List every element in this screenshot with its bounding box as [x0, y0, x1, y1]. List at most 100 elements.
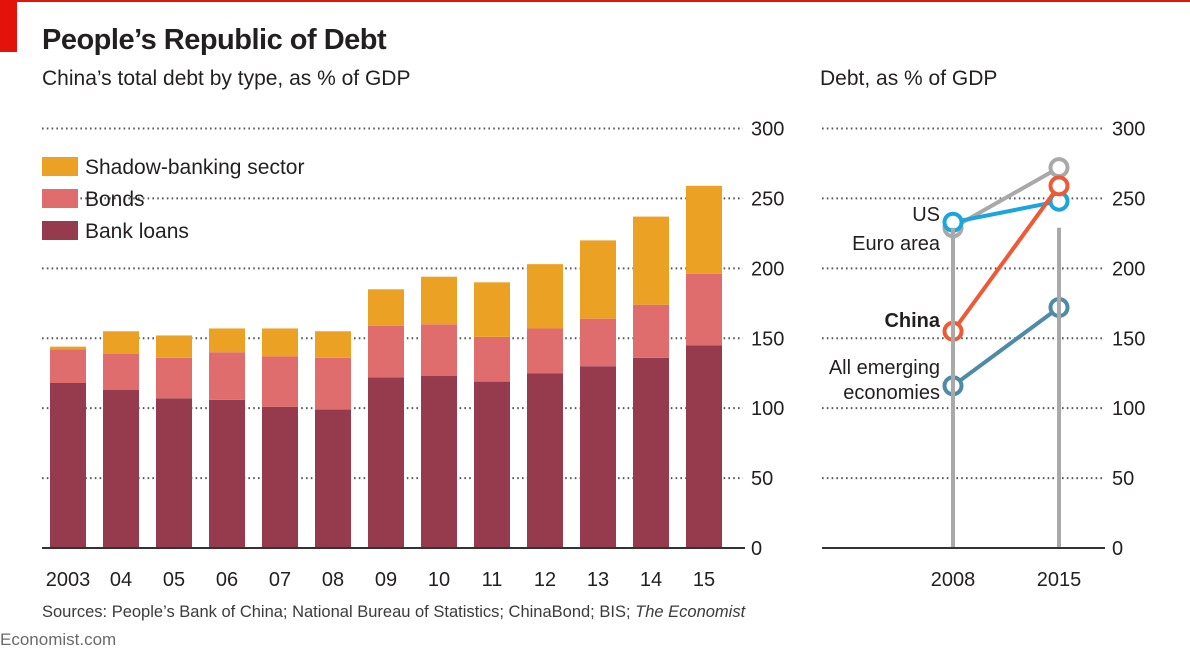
x-tick-label: 11	[482, 569, 503, 591]
legend-swatch	[42, 157, 78, 176]
bar-segment-shadow-banking-sector	[368, 289, 404, 326]
chart-title: People’s Republic of Debt	[42, 24, 387, 56]
bar-segment-bonds	[474, 336, 510, 382]
y-tick-label: 200	[1112, 258, 1145, 280]
sources-text: Sources: People’s Bank of China; Nationa…	[42, 603, 636, 621]
right-lines: US Euro area China All emerging economies	[829, 157, 1070, 404]
bar-segment-bonds	[156, 357, 192, 399]
x-tick-label: 15	[693, 569, 715, 591]
right-gridlines	[822, 127, 1103, 480]
bar-segment-bank-loans	[633, 357, 669, 548]
x-tick-label: 05	[163, 569, 185, 591]
x-tick-label: 13	[587, 569, 609, 591]
y-tick-label: 150	[1112, 328, 1145, 350]
bar-segment-bonds	[50, 349, 86, 383]
series-label: China	[884, 310, 940, 332]
y-tick-label: 100	[751, 398, 784, 420]
legend-swatch	[42, 221, 78, 240]
x-tick-label: 06	[216, 569, 238, 591]
bar-segment-shadow-banking-sector	[421, 276, 457, 325]
right-axis: 0 50 100 150 200 250 300 2008 2015	[822, 119, 1145, 591]
bar-segment-bonds	[421, 324, 457, 377]
legend-swatch	[42, 189, 78, 208]
y-tick-label: 0	[1112, 538, 1123, 560]
x-tick-label: 08	[322, 569, 344, 591]
legend-label: Bank loans	[85, 220, 189, 243]
bar-segment-bank-loans	[315, 409, 351, 548]
series-line-china	[951, 184, 1061, 333]
series-line-all-emerging-economies	[951, 305, 1061, 388]
x-tick-label: 07	[269, 569, 291, 591]
y-tick-label: 150	[751, 328, 784, 350]
left-chart-subtitle: China’s total debt by type, as % of GDP	[42, 67, 411, 90]
bar-segment-bonds	[633, 304, 669, 358]
series-marker-euro-area	[1048, 157, 1070, 179]
bar-segment-bank-loans	[527, 373, 563, 548]
bar-segment-bonds	[103, 353, 139, 390]
bar-segment-bonds	[527, 328, 563, 374]
bar-segment-bank-loans	[421, 376, 457, 548]
bar-segment-shadow-banking-sector	[156, 335, 192, 358]
y-tick-label: 50	[1112, 468, 1134, 490]
x-tick-label: 04	[110, 569, 132, 591]
x-tick-label: 12	[534, 569, 556, 591]
bar-segment-shadow-banking-sector	[315, 331, 351, 358]
bar-segment-bank-loans	[156, 398, 192, 548]
sources-italic: The Economist	[635, 603, 746, 621]
bar-segment-bonds	[262, 356, 298, 407]
bar-segment-bank-loans	[580, 366, 616, 548]
bar-segment-bank-loans	[368, 377, 404, 548]
brand-red-tag	[0, 0, 17, 52]
bar-segment-bank-loans	[686, 345, 722, 548]
brand-footer: Economist.com	[0, 630, 117, 649]
bar-segment-bank-loans	[103, 389, 139, 548]
y-tick-label: 300	[1112, 119, 1145, 141]
bar-segment-shadow-banking-sector	[209, 328, 245, 353]
y-tick-label: 50	[751, 468, 773, 490]
bar-segment-bonds	[315, 357, 351, 410]
left-axis: 0 50 100 150 200 250 300 2003 04 05 06 07 08 09 10 11 12…	[42, 119, 784, 591]
y-tick-label: 0	[751, 538, 762, 560]
bar-segment-shadow-banking-sector	[262, 328, 298, 357]
x-tick-label: 09	[375, 569, 397, 591]
series-label: economies	[843, 382, 940, 404]
bar-segment-bonds	[580, 318, 616, 367]
x-tick-label: 2008	[931, 569, 976, 591]
x-tick-label: 14	[640, 569, 662, 591]
y-tick-label: 100	[1112, 398, 1145, 420]
legend: Shadow-banking sector Bonds Bank loans	[42, 156, 304, 243]
bar-segment-shadow-banking-sector	[686, 185, 722, 274]
x-tick-label: 2003	[46, 569, 91, 591]
bar-segment-shadow-banking-sector	[50, 346, 86, 350]
bar-segment-shadow-banking-sector	[633, 216, 669, 305]
bar-segment-shadow-banking-sector	[527, 264, 563, 329]
legend-label: Bonds	[85, 188, 145, 211]
series-label: US	[912, 204, 940, 226]
y-tick-label: 250	[751, 188, 784, 210]
bar-segment-bank-loans	[474, 381, 510, 548]
sources-note: Sources: People’s Bank of China; Nationa…	[42, 603, 745, 622]
bar-segment-shadow-banking-sector	[580, 240, 616, 319]
series-label: All emerging	[829, 357, 940, 379]
legend-label: Shadow-banking sector	[85, 156, 304, 179]
top-red-rule	[0, 0, 1190, 2]
left-bars	[50, 185, 722, 548]
bar-segment-bank-loans	[50, 382, 86, 548]
right-chart-subtitle: Debt, as % of GDP	[820, 67, 998, 90]
series-label: Euro area	[852, 233, 941, 255]
bar-segment-bank-loans	[262, 406, 298, 548]
bar-segment-bonds	[368, 325, 404, 378]
bar-segment-shadow-banking-sector	[103, 331, 139, 354]
bar-segment-shadow-banking-sector	[474, 282, 510, 337]
x-tick-label: 2015	[1037, 569, 1082, 591]
bar-segment-bonds	[686, 273, 722, 346]
series-line-us	[952, 199, 1060, 225]
x-tick-label: 10	[428, 569, 450, 591]
series-marker-china	[1048, 175, 1070, 197]
y-tick-label: 200	[751, 258, 784, 280]
y-tick-label: 250	[1112, 188, 1145, 210]
bar-segment-bonds	[209, 352, 245, 400]
y-tick-label: 300	[751, 119, 784, 141]
bar-segment-bank-loans	[209, 399, 245, 548]
